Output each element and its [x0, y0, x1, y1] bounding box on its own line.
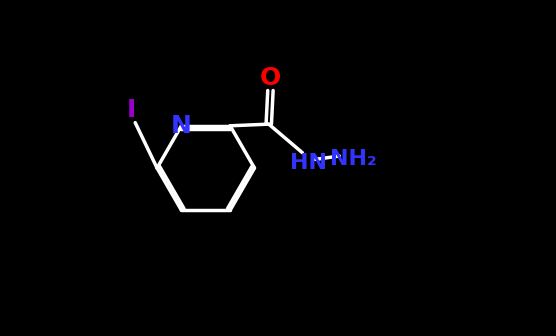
Text: N: N	[171, 114, 192, 138]
Text: O: O	[260, 66, 281, 90]
Text: HN: HN	[290, 153, 327, 173]
Text: NH₂: NH₂	[330, 149, 377, 169]
Text: I: I	[127, 98, 136, 122]
